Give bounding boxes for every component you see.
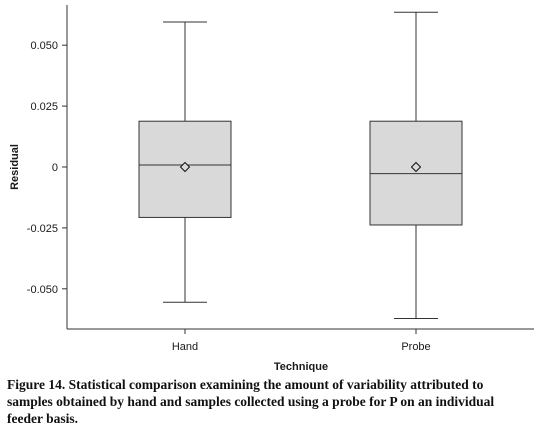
x-axis-ticks: Hand Probe — [172, 329, 431, 353]
y-tick-label: 0 — [52, 162, 58, 174]
y-axis-title: Residual — [9, 144, 21, 190]
x-axis-title: Technique — [274, 361, 328, 372]
y-tick-label: 0.050 — [30, 40, 58, 52]
y-axis-ticks: 0.050 0.025 0 -0.025 -0.050 — [27, 40, 67, 296]
y-tick-label: 0.025 — [30, 101, 58, 113]
boxes — [138, 11, 463, 320]
y-tick-label: -0.025 — [27, 223, 58, 235]
box-probe — [369, 11, 463, 320]
box-plot-chart: 0.050 0.025 0 -0.025 -0.050 Hand Probe Techni… — [9, 5, 534, 372]
box-hand — [138, 21, 232, 303]
x-tick-label: Probe — [401, 341, 430, 353]
y-tick-label: -0.050 — [27, 284, 58, 296]
mean-marker — [179, 161, 191, 173]
x-tick-label: Hand — [172, 341, 198, 353]
figure-caption: Figure 14. Statistical comparison examin… — [7, 377, 495, 426]
mean-marker — [410, 161, 422, 173]
axes — [66, 5, 534, 330]
